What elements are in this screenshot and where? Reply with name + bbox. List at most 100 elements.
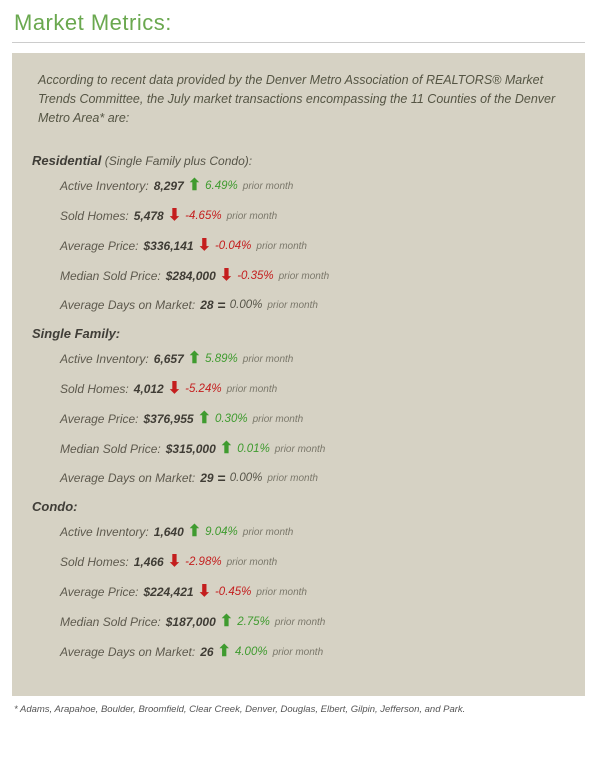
metric-label: Sold Homes: [60,209,129,223]
metric-pct: 6.49% [205,180,238,192]
metric-value: $315,000 [166,442,216,456]
metric-prior-label: prior month [256,241,307,252]
metric-prior-label: prior month [227,384,278,395]
metric-prior-label: prior month [227,557,278,568]
metric-prior-label: prior month [275,617,326,628]
metric-row: Active Inventory: 1,640 ⬆ 9.04% prior month [60,524,565,540]
metric-prior-label: prior month [279,271,330,282]
metric-pct: 0.00% [230,472,263,484]
metric-row: Sold Homes: 4,012 ⬇ -5.24% prior month [60,381,565,397]
metric-pct: -2.98% [185,556,221,568]
metric-label: Active Inventory: [60,525,149,539]
metric-value: 6,657 [154,352,184,366]
metric-row: Median Sold Price: $284,000 ⬇ -0.35% prior … [60,268,565,284]
section-heading: Single Family: [32,326,565,341]
arrow-up-icon: ⬆ [188,178,201,194]
metric-row: Average Days on Market: 28 = 0.00% prior mo… [60,298,565,312]
metric-prior-label: prior month [227,211,278,222]
metric-label: Average Price: [60,239,139,253]
metric-value: 1,640 [154,525,184,539]
metric-pct: 4.00% [235,646,268,658]
metric-label: Sold Homes: [60,555,129,569]
metric-pct: -0.45% [215,586,251,598]
metric-label: Active Inventory: [60,179,149,193]
arrow-up-icon: ⬆ [188,351,201,367]
metric-label: Average Days on Market: [60,298,195,312]
arrow-up-icon: ⬆ [198,411,211,427]
metric-value: $284,000 [166,269,216,283]
metric-row: Median Sold Price: $315,000 ⬆ 0.01% prior m… [60,441,565,457]
metric-row: Average Price: $224,421 ⬇ -0.45% prior mont… [60,584,565,600]
metric-value: 4,012 [134,382,164,396]
metric-pct: 0.01% [237,443,270,455]
metric-label: Active Inventory: [60,352,149,366]
metric-prior-label: prior month [267,300,318,311]
metric-pct: 9.04% [205,526,238,538]
metric-prior-label: prior month [256,587,307,598]
metric-row: Average Price: $336,141 ⬇ -0.04% prior mont… [60,238,565,254]
metric-prior-label: prior month [273,647,324,658]
section-subheading: (Single Family plus Condo): [101,154,252,168]
arrow-up-icon: ⬆ [220,614,233,630]
metric-row: Sold Homes: 1,466 ⬇ -2.98% prior month [60,554,565,570]
metric-value: 5,478 [134,209,164,223]
metric-pct: 2.75% [237,616,270,628]
metric-value: $336,141 [144,239,194,253]
metric-pct: -5.24% [185,383,221,395]
metric-pct: 0.00% [230,299,263,311]
metric-row: Average Days on Market: 29 = 0.00% prior mo… [60,471,565,485]
metric-value: 29 [200,471,213,485]
metric-label: Median Sold Price: [60,269,161,283]
metric-value: $187,000 [166,615,216,629]
page-title: Market Metrics: [0,0,597,42]
arrow-down-icon: ⬇ [168,381,181,397]
metric-prior-label: prior month [243,354,294,365]
metric-prior-label: prior month [253,414,304,425]
metric-prior-label: prior month [243,527,294,538]
metric-pct: -0.35% [237,270,273,282]
equals-icon: = [218,471,226,485]
metric-label: Average Days on Market: [60,471,195,485]
sections-container: Residential (Single Family plus Condo): A… [32,153,565,660]
section-heading: Residential (Single Family plus Condo): [32,153,565,168]
footnote: * Adams, Arapahoe, Boulder, Broomfield, … [0,702,597,725]
equals-icon: = [218,298,226,312]
metric-value: $376,955 [144,412,194,426]
metric-label: Median Sold Price: [60,442,161,456]
metric-value: 28 [200,298,213,312]
arrow-down-icon: ⬇ [220,268,233,284]
arrow-up-icon: ⬆ [220,441,233,457]
metric-row: Average Price: $376,955 ⬆ 0.30% prior month [60,411,565,427]
metric-value: $224,421 [144,585,194,599]
metric-pct: 0.30% [215,413,248,425]
metric-label: Average Days on Market: [60,645,195,659]
metric-row: Median Sold Price: $187,000 ⬆ 2.75% prior m… [60,614,565,630]
metric-value: 1,466 [134,555,164,569]
metric-label: Median Sold Price: [60,615,161,629]
intro-text: According to recent data provided by the… [32,71,565,127]
metric-prior-label: prior month [243,181,294,192]
arrow-down-icon: ⬇ [198,584,211,600]
metric-value: 8,297 [154,179,184,193]
title-divider [12,42,585,43]
metric-pct: 5.89% [205,353,238,365]
metric-prior-label: prior month [267,473,318,484]
metric-pct: -0.04% [215,240,251,252]
arrow-up-icon: ⬆ [188,524,201,540]
metric-row: Sold Homes: 5,478 ⬇ -4.65% prior month [60,208,565,224]
metric-pct: -4.65% [185,210,221,222]
metric-label: Sold Homes: [60,382,129,396]
metric-prior-label: prior month [275,444,326,455]
metric-label: Average Price: [60,585,139,599]
arrow-up-icon: ⬆ [218,644,231,660]
arrow-down-icon: ⬇ [168,554,181,570]
metric-value: 26 [200,645,213,659]
section-heading: Condo: [32,499,565,514]
metric-row: Average Days on Market: 26 ⬆ 4.00% prior mo… [60,644,565,660]
arrow-down-icon: ⬇ [198,238,211,254]
metric-row: Active Inventory: 8,297 ⬆ 6.49% prior month [60,178,565,194]
metric-label: Average Price: [60,412,139,426]
metrics-panel: According to recent data provided by the… [12,53,585,696]
arrow-down-icon: ⬇ [168,208,181,224]
metric-row: Active Inventory: 6,657 ⬆ 5.89% prior month [60,351,565,367]
